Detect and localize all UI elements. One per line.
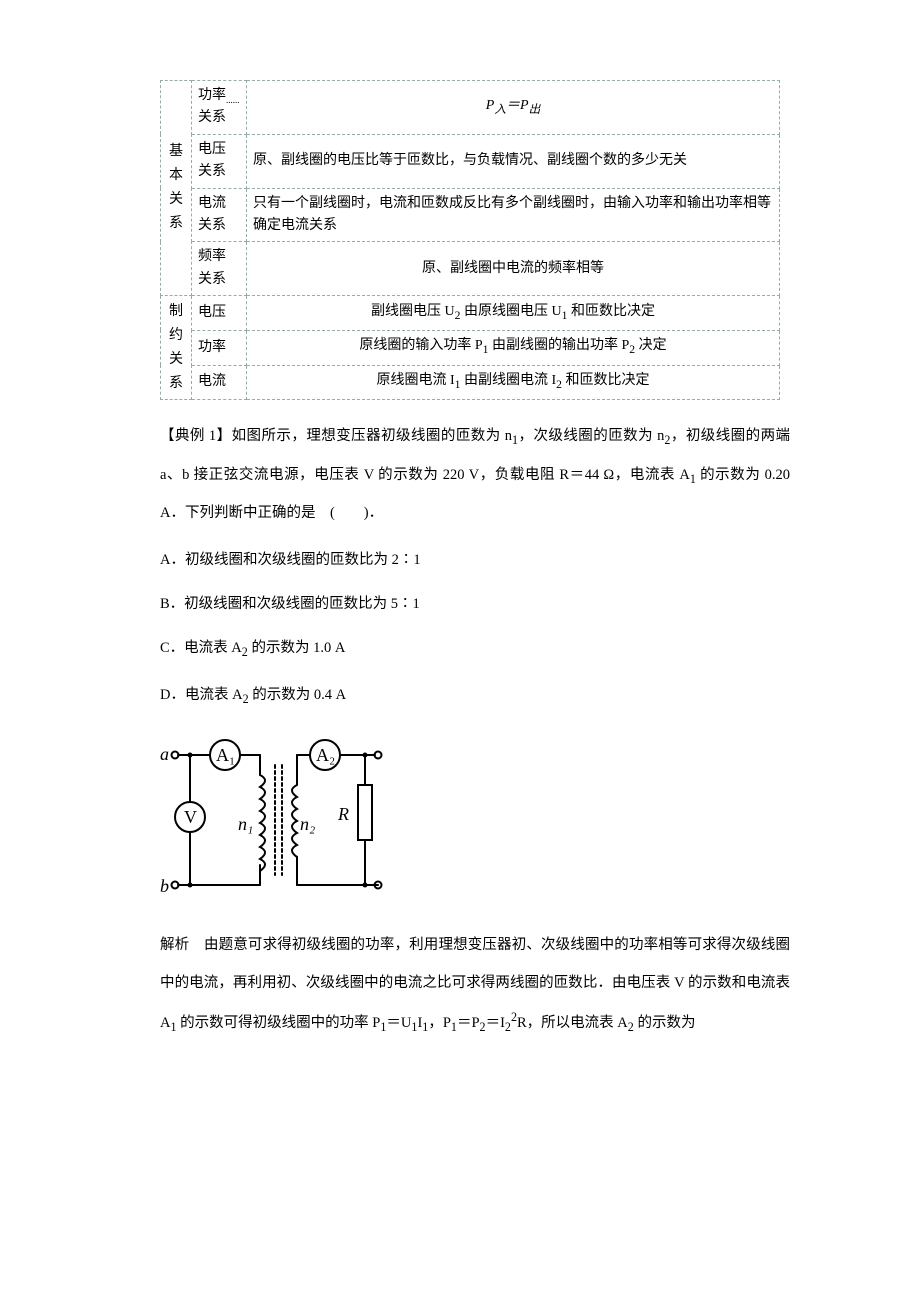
- row-c-power-content: 原线圈的输入功率 P1 由副线圈的输出功率 P2 决定: [247, 330, 780, 365]
- row-voltage-content: 原、副线圈的电压比等于匝数比，与负载情况、副线圈个数的多少无关: [247, 134, 780, 188]
- explanation: 解析 由题意可求得初级线圈的功率，利用理想变压器初、次级线圈中的功率相等可求得次…: [160, 927, 790, 1043]
- row-c-voltage-content: 副线圈电压 U2 由原线圈电压 U1 和匝数比决定: [247, 296, 780, 331]
- label-A1: A₁: [216, 745, 235, 765]
- group-constraint: 制约关系: [161, 296, 192, 400]
- label-V: V: [184, 807, 197, 827]
- row-power-label: 功率......关系: [192, 81, 247, 135]
- row-current-label: 电流关系: [192, 188, 247, 242]
- label-n1: n₁: [238, 814, 253, 834]
- relations-table: 基本关系 功率......关系 P入＝P出 电压关系 原、副线圈的电压比等于匝数…: [160, 80, 780, 400]
- label-b: b: [160, 876, 169, 896]
- label-A2: A₂: [316, 745, 335, 765]
- label-R: R: [337, 804, 349, 824]
- option-b: B．初级线圈和次级线圈的匝数比为 5∶1: [160, 589, 790, 619]
- explanation-head: 解析: [160, 937, 189, 953]
- option-a: A．初级线圈和次级线圈的匝数比为 2∶1: [160, 545, 790, 575]
- row-freq-content: 原、副线圈中电流的频率相等: [247, 242, 780, 296]
- row-voltage-label: 电压关系: [192, 134, 247, 188]
- example-1: 【典例 1】如图所示，理想变压器初级线圈的匝数为 n1，次级线圈的匝数为 n2，…: [160, 418, 790, 532]
- example-body: 如图所示，理想变压器初级线圈的匝数为 n1，次级线圈的匝数为 n2，初级线圈的两…: [160, 428, 790, 521]
- circuit-diagram: a b V A₁ A₂ n₁ n₂ R: [160, 730, 790, 905]
- option-c: C．电流表 A2 的示数为 1.0 A: [160, 633, 790, 665]
- row-c-current-content: 原线圈电流 I1 由副线圈电流 I2 和匝数比决定: [247, 365, 780, 400]
- group-basic: 基本关系: [161, 81, 192, 296]
- row-c-power-label: 功率: [192, 330, 247, 365]
- explanation-body: 由题意可求得初级线圈的功率，利用理想变压器初、次级线圈中的功率相等可求得次级线圈…: [160, 937, 790, 1031]
- row-c-current-label: 电流: [192, 365, 247, 400]
- row-power-content: P入＝P出: [247, 81, 780, 135]
- example-heading: 【典例 1】: [160, 428, 232, 444]
- option-d: D．电流表 A2 的示数为 0.4 A: [160, 680, 790, 712]
- row-c-voltage-label: 电压: [192, 296, 247, 331]
- label-a: a: [160, 744, 169, 764]
- row-current-content: 只有一个副线圈时，电流和匝数成反比有多个副线圈时，由输入功率和输出功率相等确定电…: [247, 188, 780, 242]
- label-n2: n₂: [300, 814, 315, 834]
- row-freq-label: 频率关系: [192, 242, 247, 296]
